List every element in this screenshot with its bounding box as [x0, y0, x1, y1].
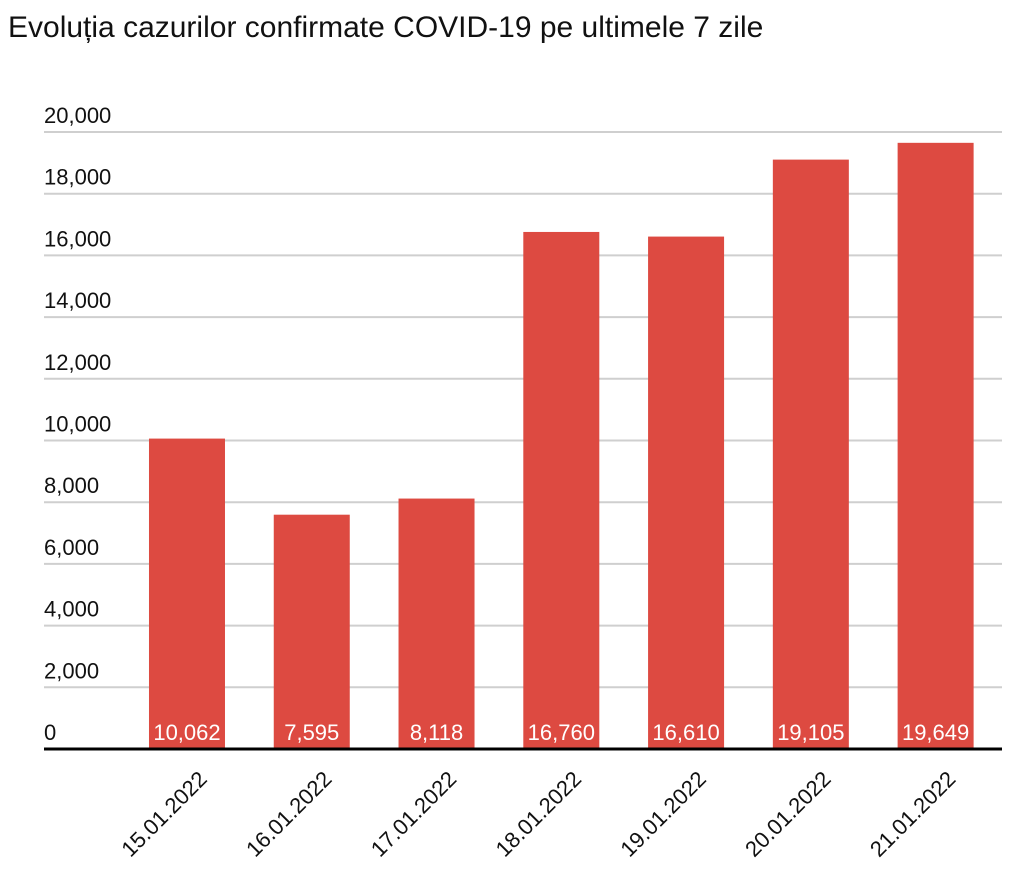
y-tick-label: 20,000: [44, 103, 111, 128]
value-label: 19,105: [777, 720, 844, 745]
y-tick-label: 2,000: [44, 658, 99, 683]
y-tick-label: 12,000: [44, 350, 111, 375]
bar: [897, 142, 974, 749]
y-tick-label: 4,000: [44, 597, 99, 622]
bar: [523, 231, 600, 750]
x-tick-label: 21.01.2022: [865, 766, 961, 862]
y-tick-label: 0: [44, 720, 56, 745]
y-tick-label: 16,000: [44, 226, 111, 251]
bar: [398, 498, 475, 749]
y-tick-label: 14,000: [44, 288, 111, 313]
value-label: 16,610: [652, 720, 719, 745]
value-label: 10,062: [153, 720, 220, 745]
y-tick-label: 18,000: [44, 165, 111, 190]
value-label: 8,118: [410, 720, 463, 745]
value-label: 16,760: [528, 720, 595, 745]
x-tick-label: 18.01.2022: [491, 766, 587, 862]
value-label: 19,649: [902, 720, 969, 745]
bar: [273, 514, 350, 749]
bar: [648, 236, 725, 750]
bar: [772, 159, 849, 750]
y-tick-label: 8,000: [44, 473, 99, 498]
x-tick-label: 19.01.2022: [615, 766, 711, 862]
chart-title: Evoluția cazurilor confirmate COVID-19 p…: [8, 11, 763, 44]
x-tick-label: 17.01.2022: [366, 766, 462, 862]
x-tick-label: 15.01.2022: [116, 766, 212, 862]
x-tick-label: 20.01.2022: [740, 766, 836, 862]
y-tick-label: 10,000: [44, 412, 111, 437]
bar: [148, 438, 225, 749]
y-tick-label: 6,000: [44, 535, 99, 560]
x-tick-label: 16.01.2022: [241, 766, 337, 862]
value-label: 7,595: [284, 720, 339, 745]
